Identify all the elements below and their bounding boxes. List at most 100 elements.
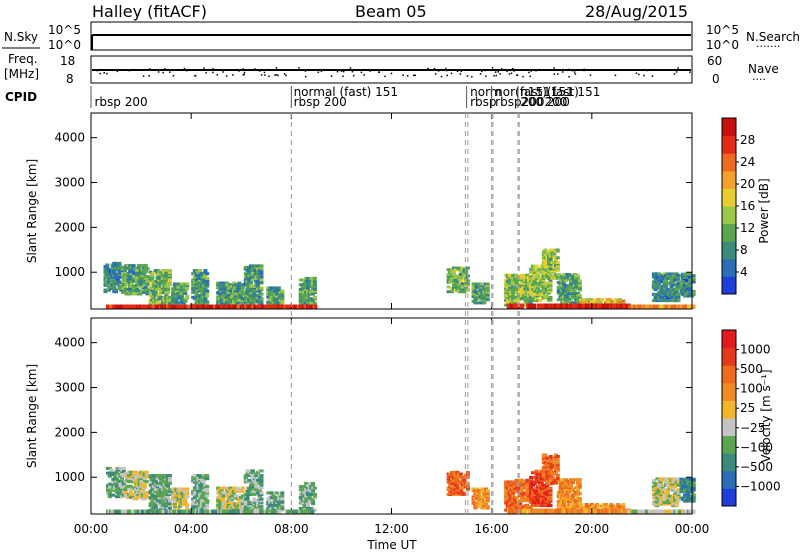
nave-point xyxy=(298,67,300,69)
heatmap-cell xyxy=(687,304,691,309)
heatmap-cell xyxy=(562,503,566,507)
heatmap-cell xyxy=(118,466,123,470)
heatmap-cell xyxy=(230,284,235,288)
heatmap-cell xyxy=(555,275,560,279)
heatmap-cell xyxy=(312,295,317,299)
station-title: Halley (fitACF) xyxy=(92,2,207,21)
nave-tick-top: 60 xyxy=(707,54,722,68)
x-tick-label: 08:00 xyxy=(274,522,309,536)
heatmap-cell xyxy=(157,496,162,500)
heatmap-cell xyxy=(471,282,476,286)
heatmap-cell xyxy=(185,287,190,291)
heatmap-cell xyxy=(205,488,210,492)
nave-point xyxy=(406,75,409,77)
heatmap-cell xyxy=(164,509,169,514)
heatmap-cell xyxy=(250,267,255,271)
cpid-text: norm xyxy=(470,85,501,99)
heatmap-cell xyxy=(607,298,612,301)
nave-point xyxy=(96,69,98,72)
heatmap-cell xyxy=(555,473,560,477)
heatmap-cell xyxy=(464,277,469,281)
heatmap-cell xyxy=(453,477,458,481)
heatmap-cell xyxy=(455,486,460,490)
heatmap-cell xyxy=(152,509,157,514)
heatmap-cell xyxy=(240,297,245,301)
heatmap-cell xyxy=(600,298,605,301)
heatmap-cell xyxy=(307,289,312,293)
heatmap-cell xyxy=(280,291,285,295)
heatmap-cell xyxy=(570,479,575,483)
nave-point xyxy=(495,74,497,77)
heatmap-cell xyxy=(144,480,149,484)
heatmap-cell xyxy=(312,291,317,295)
heatmap-cell xyxy=(205,284,210,288)
heatmap-cell xyxy=(548,296,553,299)
heatmap-cell xyxy=(548,504,553,508)
heatmap-cell xyxy=(243,265,248,269)
heatmap-cell xyxy=(136,289,141,293)
heatmap-cell xyxy=(555,276,560,280)
freq-label-line2: [MHz] xyxy=(4,67,39,81)
heatmap-cell xyxy=(311,303,316,307)
heatmap-cell xyxy=(485,290,490,294)
heatmap-cell xyxy=(225,281,229,285)
heatmap-cell xyxy=(676,292,681,296)
heatmap-cell xyxy=(460,266,465,270)
heatmap-cell xyxy=(107,471,112,475)
heatmap-cell xyxy=(131,265,136,269)
nave-point xyxy=(148,75,150,77)
heatmap-cell xyxy=(142,287,147,291)
heatmap-cell xyxy=(259,278,264,282)
heatmap-cell xyxy=(555,256,560,260)
heatmap-cell xyxy=(655,501,660,504)
heatmap-cell xyxy=(509,488,514,492)
heatmap-cell xyxy=(134,497,139,501)
heatmap-cell xyxy=(577,279,582,283)
nave-point xyxy=(212,71,214,74)
heatmap-cell xyxy=(119,304,124,309)
heatmap-cell xyxy=(518,278,523,282)
heatmap-cell xyxy=(462,268,467,272)
heatmap-cell xyxy=(563,292,568,295)
heatmap-cell xyxy=(205,289,210,293)
heatmap-cell xyxy=(548,289,553,293)
heatmap-cell xyxy=(552,251,557,255)
heatmap-cell xyxy=(516,298,521,302)
heatmap-cell xyxy=(560,478,565,482)
heatmap-cell xyxy=(117,261,122,265)
heatmap-cell xyxy=(565,285,570,289)
heatmap-cell xyxy=(174,495,179,499)
heatmap-cell xyxy=(116,492,121,495)
heatmap-cell xyxy=(691,488,696,492)
heatmap-cell xyxy=(157,474,162,478)
heatmap-cell xyxy=(458,283,463,287)
heatmap-cell xyxy=(545,456,550,460)
heatmap-cell xyxy=(243,499,248,503)
nave-point xyxy=(99,72,101,75)
heatmap-cell xyxy=(617,298,622,301)
heatmap-cell xyxy=(458,488,463,492)
heatmap-cell xyxy=(673,485,677,489)
heatmap-cell xyxy=(135,492,140,496)
heatmap-cell xyxy=(107,277,111,281)
heatmap-cell xyxy=(653,482,658,486)
heatmap-cell xyxy=(304,496,309,500)
heatmap-cell xyxy=(598,299,603,303)
heatmap-cell xyxy=(673,477,677,481)
heatmap-cell xyxy=(162,289,167,293)
nave-point xyxy=(562,71,564,73)
heatmap-cell xyxy=(543,496,548,500)
heatmap-cell xyxy=(528,275,533,279)
cpid-text: rbsp 200 xyxy=(294,95,347,109)
colorbar-swatch xyxy=(722,470,736,489)
heatmap-cell xyxy=(525,483,530,487)
heatmap-cell xyxy=(667,477,672,481)
heatmap-cell xyxy=(541,277,546,281)
heatmap-cell xyxy=(458,280,463,284)
heatmap-cell xyxy=(465,288,470,292)
heatmap-cell xyxy=(140,283,145,286)
heatmap-cell xyxy=(691,280,696,284)
cpid-label: CPID xyxy=(5,90,37,104)
nave-point xyxy=(226,69,228,71)
heatmap-cell xyxy=(679,291,684,295)
